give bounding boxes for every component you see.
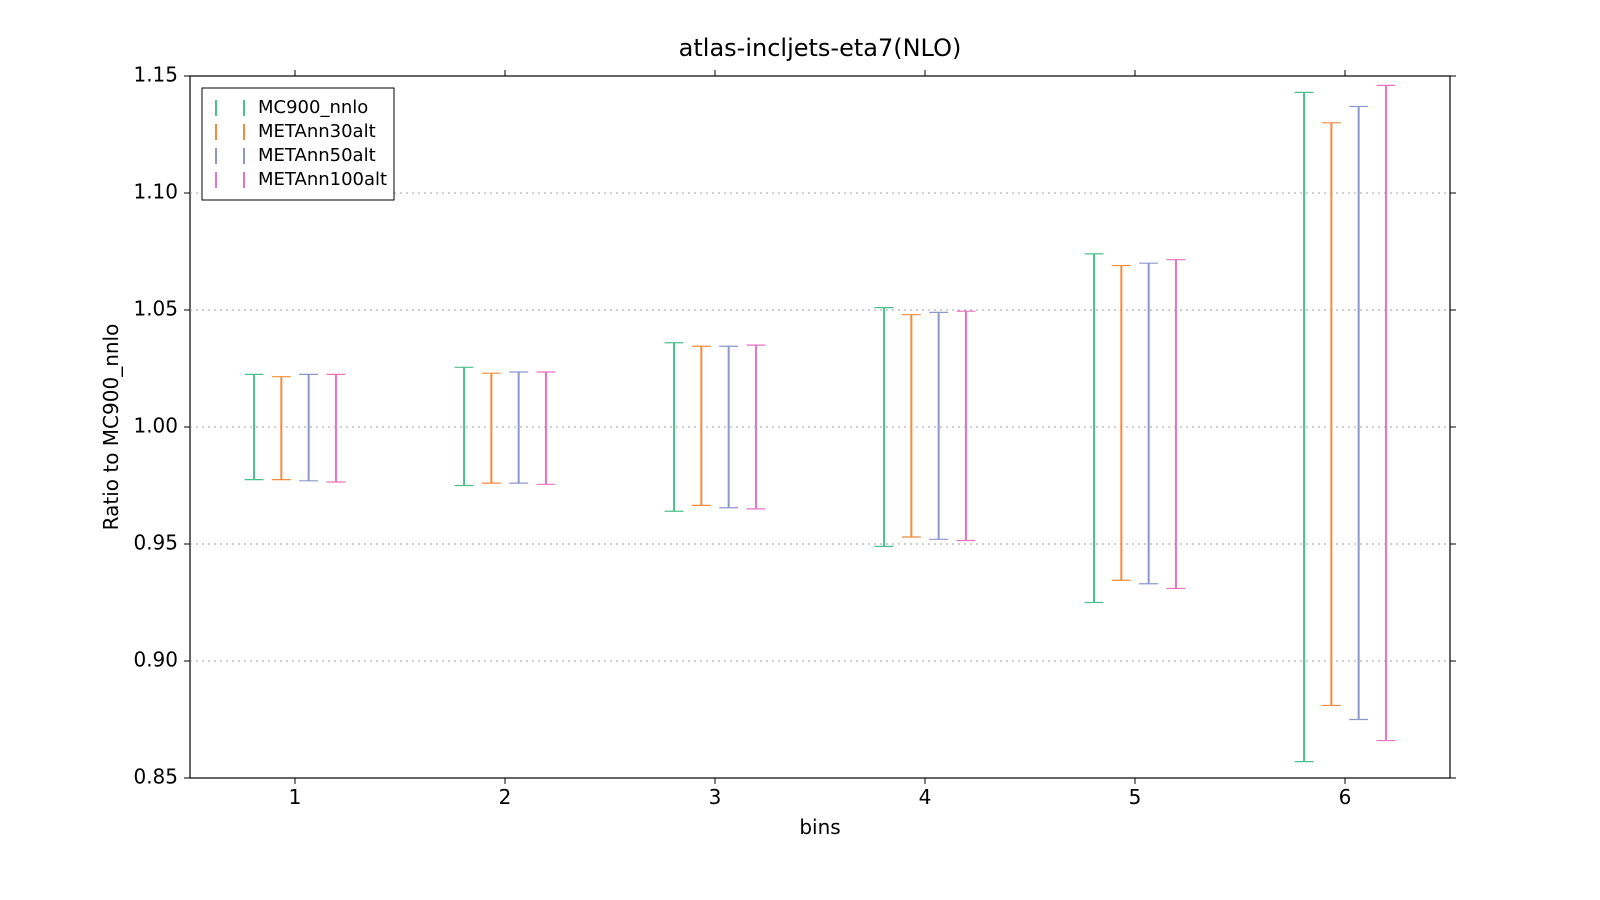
xtick-label: 2 — [499, 785, 512, 809]
x-axis-label: bins — [799, 815, 840, 839]
xtick-label: 1 — [289, 785, 302, 809]
ytick-label: 1.05 — [133, 297, 178, 321]
ytick-label: 1.00 — [133, 414, 178, 438]
xtick-label: 5 — [1129, 785, 1142, 809]
ytick-label: 1.10 — [133, 180, 178, 204]
xtick-label: 3 — [709, 785, 722, 809]
xtick-label: 6 — [1339, 785, 1352, 809]
y-axis-label: Ratio to MC900_nnlo — [99, 324, 123, 531]
chart-title: atlas-incljets-eta7(NLO) — [679, 34, 962, 62]
legend-label: MC900_nnlo — [258, 97, 368, 118]
ytick-label: 0.90 — [133, 648, 178, 672]
chart-container: 0.85 0.90 0.95 1.00 1.05 1.10 1.15 1 2 3 4 5 6 bins Ra… — [50, 20, 1550, 880]
legend-label: METAnn50alt — [258, 145, 376, 166]
ytick-label: 0.85 — [133, 765, 178, 789]
legend-label: METAnn30alt — [258, 121, 376, 142]
errorbar-chart: 0.85 0.90 0.95 1.00 1.05 1.10 1.15 1 2 3 4 5 6 bins Ra… — [50, 20, 1550, 880]
legend-label: METAnn100alt — [258, 169, 387, 190]
ytick-label: 0.95 — [133, 531, 178, 555]
xtick-label: 4 — [919, 785, 932, 809]
ytick-label: 1.15 — [133, 63, 178, 87]
